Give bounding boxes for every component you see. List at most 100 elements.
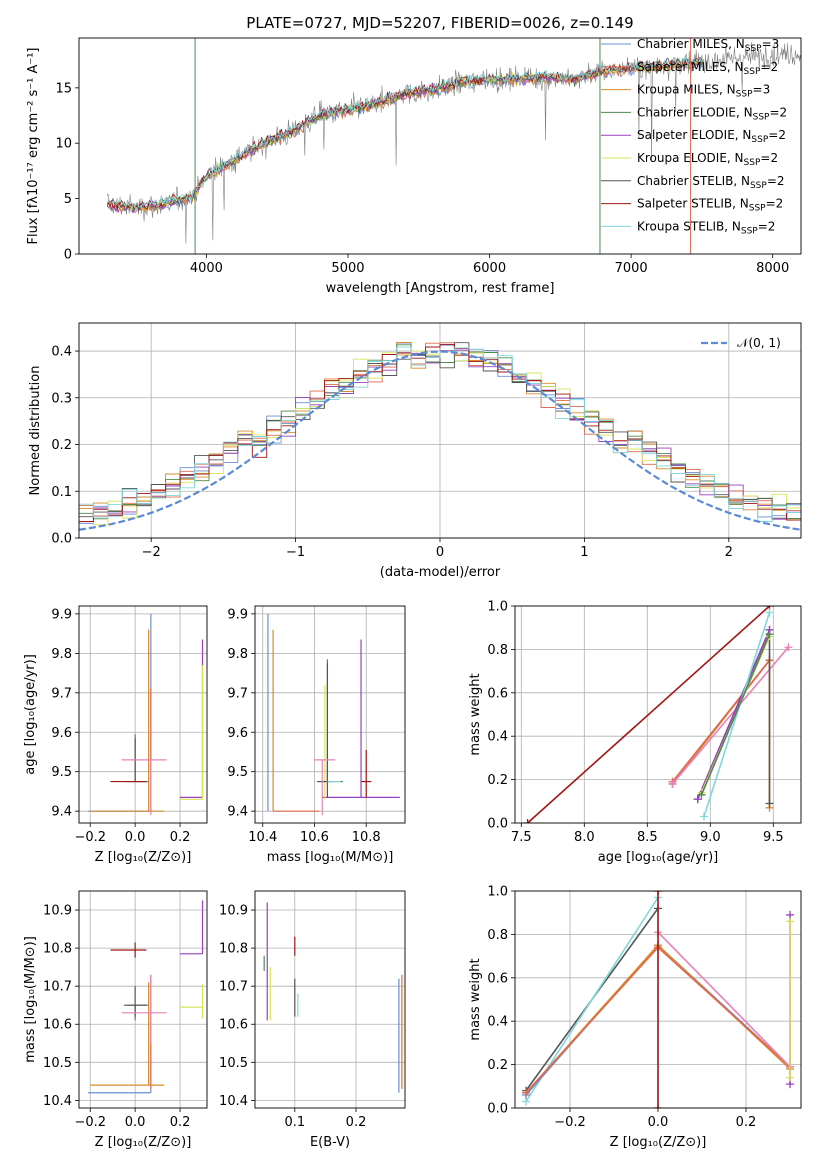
y-tick-label: 9.8 [51, 647, 72, 662]
x-tick-label: 6000 [473, 261, 506, 276]
y-tick-label: 9.6 [227, 726, 248, 741]
plot-area-age-vs-mass [267, 613, 400, 816]
weight-line-kroupa-stelib [703, 612, 771, 817]
panel-mass-vs-ebv: 0.1 0.2 10.4 10.5 10.6 10.7 10.8 10.9 E(B-V) [219, 890, 406, 1150]
y-tick-label: 9.5 [227, 765, 248, 780]
plus-marker [654, 891, 662, 895]
weight-line-salpeter-elodie [696, 629, 771, 800]
errorbar-point [128, 734, 149, 783]
axes-frame [514, 605, 802, 824]
x-tick-label: 0.2 [170, 830, 191, 845]
errorbar-point [180, 665, 204, 800]
x-tick-label: 2 [725, 545, 733, 560]
plus-marker [786, 917, 794, 926]
model-spectrum-salpeter-stelib [107, 57, 703, 212]
axes-frame [78, 890, 208, 1109]
y-axis-label: mass [log₁₀(M/M⊙)] [23, 936, 38, 1063]
y-axis-label: Normed distribution [28, 366, 43, 496]
panel-weight-vs-age: 7.5 8.0 8.5 9.0 9.5 0.0 0.2 0.4 0.6 0.8 1.0 age [lo… [468, 600, 802, 865]
x-axis-label: Z [log₁₀(Z/Z⊙)] [95, 1135, 192, 1150]
y-tick-label: 10.8 [43, 942, 72, 957]
model-spectrum-chabrier-stelib [107, 56, 703, 212]
x-axis-label: age [log₁₀(age/yr)] [598, 850, 719, 865]
x-axis-label: Z [log₁₀(Z/Z⊙)] [610, 1135, 707, 1150]
y-tick-label: 0.0 [51, 532, 72, 547]
x-tick-label: 10.8 [352, 830, 381, 845]
legend-entry: Salpeter MILES, NSSP=2 [637, 60, 778, 77]
axes-frame [254, 605, 406, 824]
x-tick-label: −1 [286, 545, 305, 560]
y-tick-label: 9.5 [51, 765, 72, 780]
y-tick-label: 0.4 [51, 345, 72, 360]
weight-line-extra [671, 646, 790, 785]
y-tick-label: 0.0 [487, 1102, 508, 1117]
y-tick-label: 9.4 [227, 805, 248, 820]
errorbar-point [322, 639, 400, 798]
x-tick-label: 0.2 [736, 1115, 757, 1130]
plot-area-weight-vs-age [523, 606, 793, 823]
legend-entry: Kroupa ELODIE, NSSP=2 [637, 151, 778, 168]
figure-title: PLATE=0727, MJD=52207, FIBERID=0026, z=0… [246, 14, 633, 32]
y-tick-label: 1.0 [487, 600, 508, 615]
y-tick-label: 10.9 [43, 904, 72, 919]
x-axis-label: wavelength [Angstrom, rest frame] [326, 281, 555, 296]
y-tick-label: 10 [55, 137, 72, 152]
plus-marker [693, 795, 702, 804]
y-tick-label: 0.8 [487, 643, 508, 658]
errorbar-point [180, 639, 204, 798]
weight-line-extra [657, 931, 791, 1068]
y-tick-label: 0.4 [487, 1015, 508, 1030]
x-tick-label: −0.2 [554, 1115, 586, 1130]
errorbar-point [121, 759, 167, 816]
errorbar-point [180, 984, 204, 1019]
legend-entry: Chabrier ELODIE, NSSP=2 [637, 105, 787, 122]
errorbar-point [121, 974, 167, 1044]
plot-area-mass-vs-ebv [263, 902, 403, 1093]
x-tick-label: −0.2 [74, 830, 106, 845]
weight-line-kroupa-miles [671, 657, 771, 808]
panel-age-vs-Z: −0.2 0.0 0.2 9.4 9.5 9.6 9.7 9.8 9.9 Z [log₁₀(Z/Z… [23, 605, 208, 865]
errorbar-point [180, 900, 204, 955]
axes-frame [78, 322, 802, 539]
y-tick-label: 0.6 [487, 686, 508, 701]
errorbar-point [87, 978, 152, 1094]
plus-marker [786, 1073, 794, 1082]
plus-marker [784, 643, 793, 652]
errorbar-point [90, 629, 165, 812]
x-axis-label: Z [log₁₀(Z/Z⊙)] [95, 850, 192, 865]
y-tick-label: 0.2 [51, 438, 72, 453]
plus-marker [699, 812, 708, 821]
x-tick-label: 5000 [331, 261, 364, 276]
y-axis-label: mass weight [468, 673, 483, 755]
y-tick-label: 10.5 [43, 1056, 72, 1071]
legend-entry: Kroupa MILES, NSSP=3 [637, 83, 770, 100]
x-tick-label: 0.2 [346, 1115, 367, 1130]
x-tick-label: 8000 [756, 261, 789, 276]
y-axis-label: Flux [fλ10⁻¹⁷ erg cm⁻² s⁻¹ A⁻¹] [26, 48, 41, 245]
x-tick-label: 0.0 [125, 830, 146, 845]
y-axis-label: mass weight [468, 958, 483, 1040]
y-axis-label: age [log₁₀(age/yr)] [23, 654, 38, 775]
plus-marker [697, 790, 706, 799]
residual-histogram-salpeter-stelib [79, 343, 801, 522]
model-spectrum-kroupa-elodie [106, 57, 703, 213]
plus-marker [765, 799, 774, 808]
errorbar-point [319, 659, 343, 783]
y-tick-label: 10.7 [43, 980, 72, 995]
y-tick-label: 0 [64, 248, 72, 263]
x-tick-label: 0.0 [125, 1115, 146, 1130]
panel-mass-vs-Z: −0.2 0.0 0.2 10.4 10.5 10.6 10.7 10.8 10.9 Z [log… [23, 890, 208, 1150]
y-tick-label: 10.6 [43, 1018, 72, 1033]
y-tick-label: 9.4 [51, 805, 72, 820]
legend-entry: Salpeter ELODIE, NSSP=2 [637, 128, 786, 145]
legend-entry: Chabrier MILES, NSSP=3 [637, 37, 779, 54]
panel-spectrum: 4000 5000 6000 7000 8000 0 5 10 15 wavelength [An… [26, 37, 802, 296]
y-tick-label: 9.7 [51, 686, 72, 701]
axes-frame [78, 37, 802, 255]
x-tick-label: 0.1 [284, 1115, 305, 1130]
axes-frame [514, 890, 802, 1109]
y-tick-label: 0.3 [51, 391, 72, 406]
y-tick-label: 10.8 [219, 942, 248, 957]
panel-age-vs-mass: 10.4 10.6 10.8 9.4 9.5 9.6 9.7 9.8 9.9 mass [log₁… [227, 605, 406, 865]
